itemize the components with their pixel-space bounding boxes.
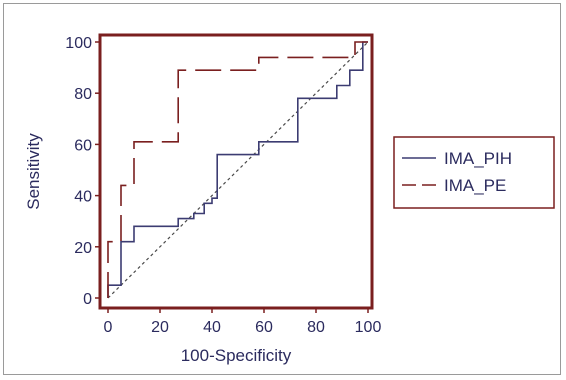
y-tick-label: 40 <box>74 189 92 206</box>
y-tick-label: 60 <box>74 137 92 154</box>
y-tick-label: 100 <box>65 35 92 52</box>
series-line-ima-pih <box>107 41 368 298</box>
x-tick-label: 20 <box>151 319 169 336</box>
series-line-ima-pe <box>107 41 368 298</box>
series-line-reference-diagonal <box>107 41 369 299</box>
legend-label-ima-pe: IMA_PE <box>444 176 506 195</box>
legend: IMA_PIH IMA_PE <box>393 136 555 209</box>
y-tick-label: 20 <box>74 240 92 257</box>
ticks-group: 0 20 40 60 80 100 0 20 40 60 80 100 <box>65 35 381 336</box>
legend-box <box>393 136 555 209</box>
x-tick-label: 0 <box>104 319 113 336</box>
x-tick-label: 60 <box>255 319 273 336</box>
plot-frame <box>98 33 374 310</box>
legend-label-ima-pih: IMA_PIH <box>444 149 512 168</box>
x-tick-label: 100 <box>355 319 382 336</box>
x-tick-label: 40 <box>203 319 221 336</box>
x-axis-label: 100-Specificity <box>181 346 292 365</box>
x-tick-label: 80 <box>307 319 325 336</box>
y-tick-label: 0 <box>83 291 92 308</box>
y-axis-label: Sensitivity <box>24 133 43 210</box>
plot-series-group <box>107 41 369 299</box>
y-tick-label: 80 <box>74 86 92 103</box>
